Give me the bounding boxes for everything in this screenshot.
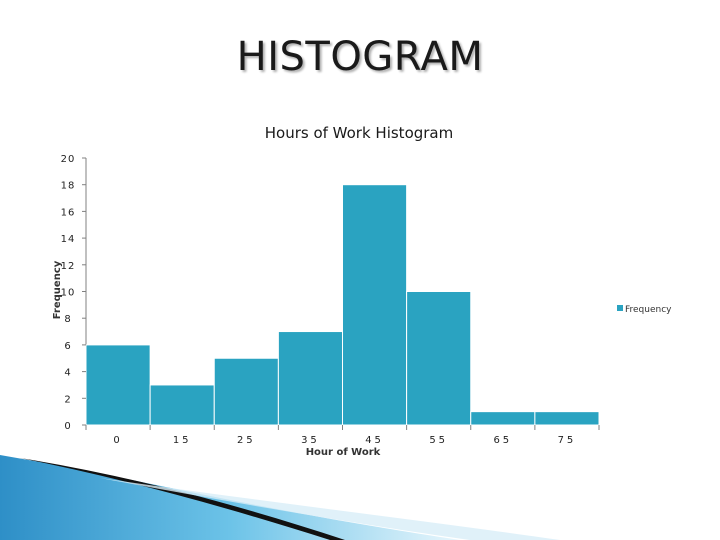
histogram-bar <box>470 411 536 426</box>
legend: Frequency <box>617 305 672 315</box>
y-axis-label: Frequency <box>52 260 63 319</box>
x-tick-label: 15 <box>173 435 192 446</box>
x-tick-label: 0 <box>113 435 122 446</box>
y-tick-label: 6 <box>64 341 71 352</box>
bars <box>85 184 600 426</box>
y-tick-label: 8 <box>64 314 71 325</box>
x-tick-label: 45 <box>365 435 384 446</box>
legend-swatch <box>617 305 623 311</box>
histogram-bar <box>534 411 600 426</box>
swoosh-light <box>100 478 560 540</box>
histogram-bar <box>342 184 408 426</box>
legend-label: Frequency <box>625 305 672 315</box>
slide-title: HISTOGRAM <box>236 34 484 80</box>
y-axis-label-group: Frequency <box>52 260 63 319</box>
y-tick-label: 2 <box>64 394 71 405</box>
x-tick-label: 65 <box>493 435 512 446</box>
y-tick-label: 16 <box>61 207 76 218</box>
y-tick-label: 18 <box>61 181 76 192</box>
x-tick-label: 75 <box>558 435 577 446</box>
histogram-bar <box>85 344 151 426</box>
histogram-bar <box>406 291 472 426</box>
swoosh-blue <box>0 455 460 540</box>
ticks: 0 2 4 6 8 10 12 14 16 18 20 0 15 25 35 45 55 65 75 <box>61 154 600 446</box>
y-tick-label: 0 <box>64 421 71 432</box>
histogram-bar <box>213 357 279 426</box>
x-tick-label: 25 <box>237 435 256 446</box>
x-tick-label: 35 <box>301 435 320 446</box>
y-tick-label: 14 <box>61 234 76 245</box>
x-tick-label: 55 <box>429 435 448 446</box>
y-tick-label: 4 <box>64 368 71 379</box>
chart-title: Hours of Work Histogram <box>265 124 454 142</box>
y-tick-label: 12 <box>61 261 76 272</box>
y-tick-label: 10 <box>61 288 76 299</box>
histogram-bar <box>277 331 343 426</box>
y-tick-label: 20 <box>61 154 76 165</box>
x-axis-label: Hour of Work <box>306 447 381 458</box>
swoosh-dark <box>20 458 345 540</box>
histogram-bar <box>149 384 215 426</box>
